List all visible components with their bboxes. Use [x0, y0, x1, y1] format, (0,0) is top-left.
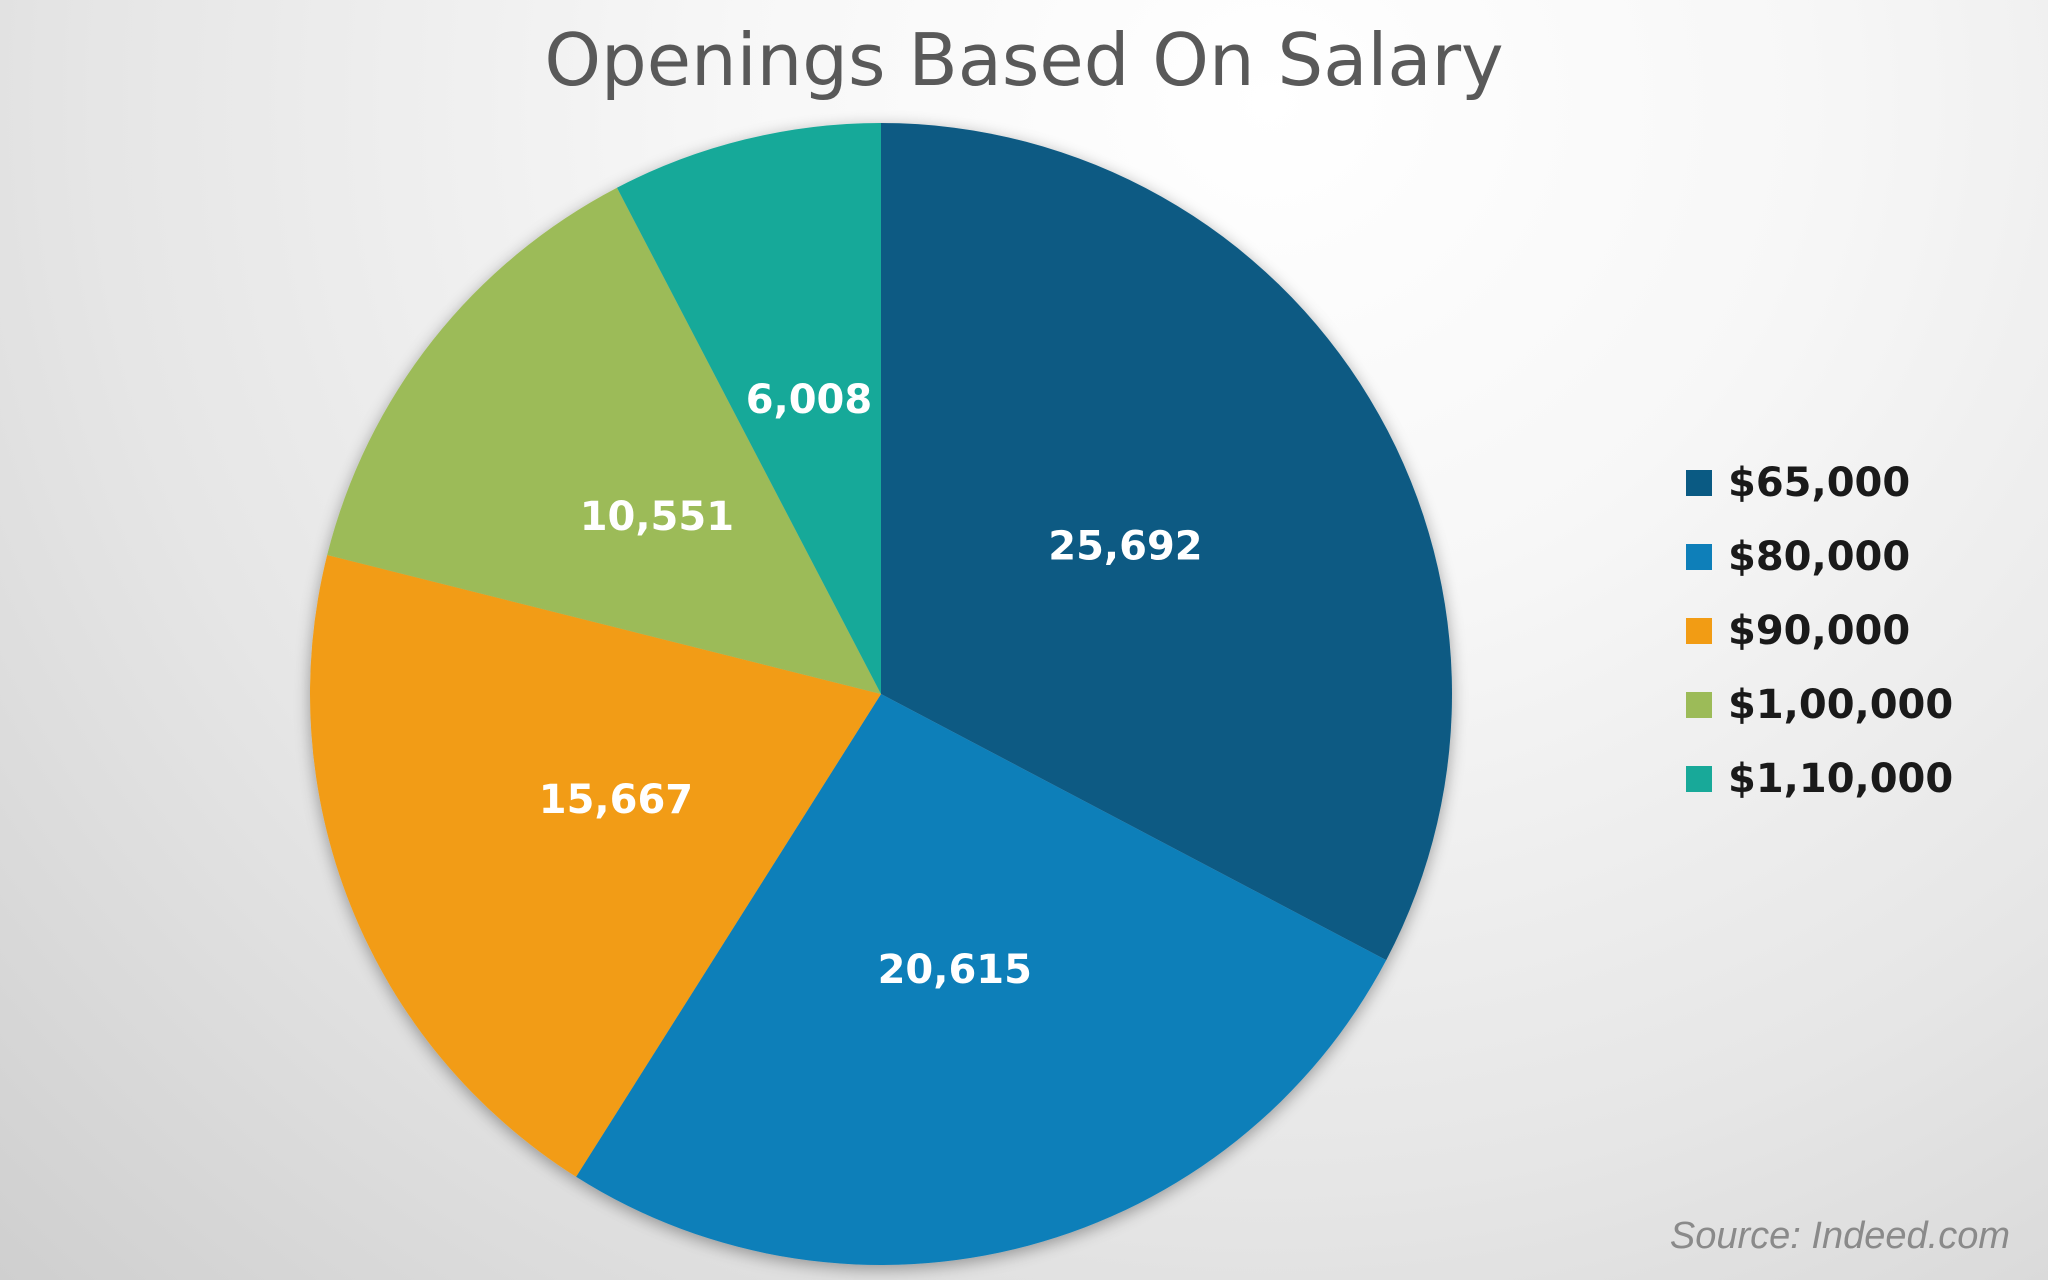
legend-label: $65,000	[1728, 460, 1911, 506]
pie-slice-2	[576, 694, 1387, 1265]
pie-slice-1	[881, 123, 1452, 961]
pie-data-labels: 25,692 20,615 15,667 10,551 6,008	[539, 377, 1203, 993]
chart-title: Openings Based On Salary	[544, 18, 1504, 102]
slice-value-label: 20,615	[878, 947, 1032, 993]
legend: $65,000 $80,000 $90,000 $1,00,000 $1,10,000	[1686, 446, 2026, 816]
slice-value-label: 25,692	[1048, 523, 1202, 569]
legend-item: $1,00,000	[1686, 668, 2026, 742]
legend-swatch	[1686, 692, 1712, 718]
pie-slice-5	[616, 123, 881, 694]
legend-swatch	[1686, 766, 1712, 792]
legend-label: $1,00,000	[1728, 682, 1954, 728]
legend-label: $80,000	[1728, 534, 1911, 580]
pie-slice-4	[327, 187, 881, 695]
legend-swatch	[1686, 618, 1712, 644]
pie-slices	[310, 123, 1452, 1265]
slice-value-label: 15,667	[539, 777, 693, 823]
legend-item: $65,000	[1686, 446, 2026, 520]
pie-slice-3	[310, 554, 881, 1177]
legend-item: $1,10,000	[1686, 742, 2026, 816]
legend-swatch	[1686, 544, 1712, 570]
slice-value-label: 10,551	[580, 494, 734, 540]
legend-label: $1,10,000	[1728, 756, 1954, 802]
legend-swatch	[1686, 470, 1712, 496]
source-note: Source: Indeed.com	[1669, 1215, 2010, 1257]
legend-item: $80,000	[1686, 520, 2026, 594]
legend-label: $90,000	[1728, 608, 1911, 654]
slice-value-label: 6,008	[746, 377, 873, 423]
legend-item: $90,000	[1686, 594, 2026, 668]
